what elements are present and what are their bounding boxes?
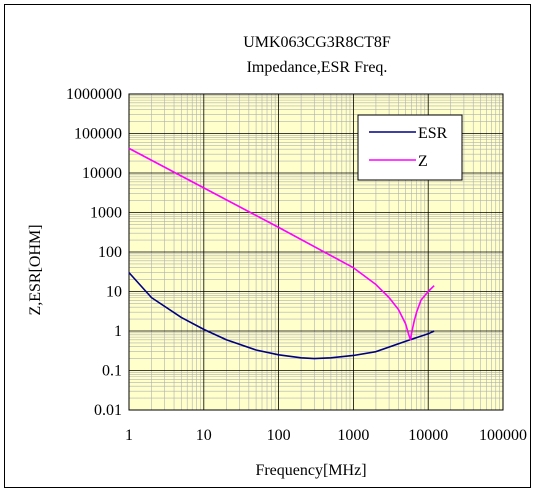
x-axis-label: Frequency[MHz] bbox=[255, 462, 366, 479]
plot-border bbox=[128, 93, 504, 411]
y-tick-label: 0.1 bbox=[102, 363, 122, 380]
y-tick-label: 0.01 bbox=[94, 402, 122, 419]
x-tick-label: 100000 bbox=[479, 427, 527, 444]
x-tick-label: 10000 bbox=[408, 427, 448, 444]
y-tick-label: 100000 bbox=[74, 126, 122, 143]
y-tick-label: 1000 bbox=[90, 205, 122, 222]
grid-major bbox=[128, 93, 504, 411]
legend-label-z: Z bbox=[418, 153, 428, 170]
chart-title: UMK063CG3R8CT8F bbox=[243, 34, 391, 51]
x-tick-label: 1 bbox=[125, 427, 133, 444]
legend-label-esr: ESR bbox=[418, 125, 448, 142]
legend-box bbox=[357, 114, 463, 181]
y-tick-label: 1000000 bbox=[66, 86, 122, 103]
chart-subtitle: Impedance,ESR Freq. bbox=[247, 59, 388, 76]
x-tick-label: 100 bbox=[267, 427, 291, 444]
x-tick-label: 10 bbox=[196, 427, 212, 444]
y-tick-label: 1 bbox=[114, 323, 122, 340]
y-tick-label: 100 bbox=[98, 244, 122, 261]
legend: ESR Z bbox=[357, 114, 463, 181]
series-layer bbox=[128, 147, 435, 360]
y-axis-label: Z,ESR[OHM] bbox=[27, 224, 44, 315]
series-line-esr bbox=[128, 272, 435, 360]
series-line-z bbox=[128, 147, 435, 341]
y-tick-label: 10000 bbox=[82, 165, 122, 182]
y-tick-label: 10 bbox=[106, 284, 122, 301]
tick-labels: 1 10 100 1000 10000 100000 0.01 0.1 1 10 100 1000 10… bbox=[66, 86, 527, 444]
x-tick-label: 1000 bbox=[337, 427, 369, 444]
